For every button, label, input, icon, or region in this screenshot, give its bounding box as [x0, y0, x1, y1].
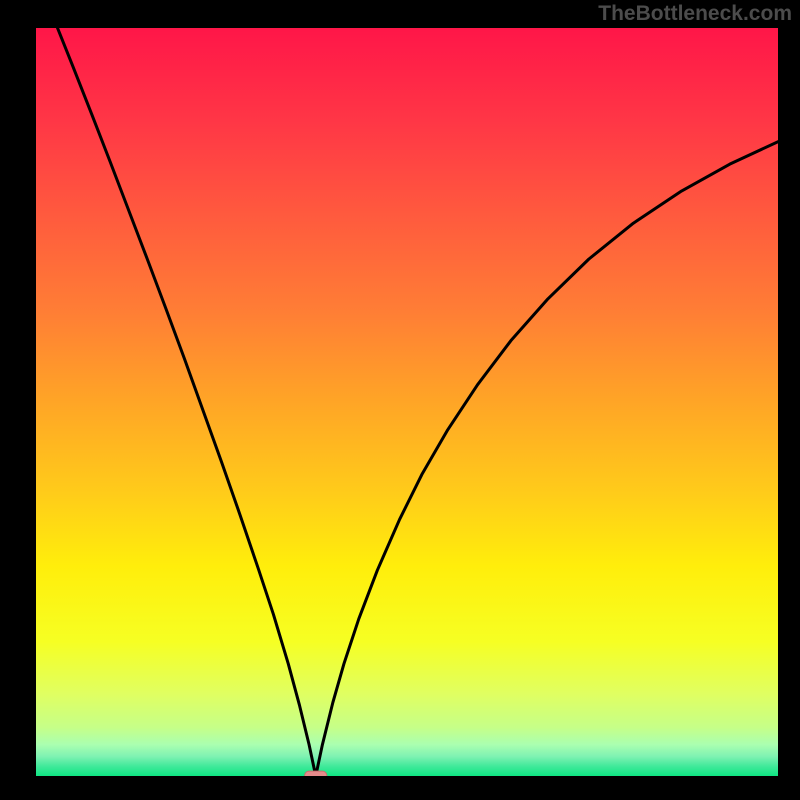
watermark-text: TheBottleneck.com [598, 2, 792, 26]
plot-area [36, 28, 778, 776]
plot-background [36, 28, 778, 776]
minimum-marker [305, 771, 327, 776]
chart-frame: TheBottleneck.com [0, 0, 800, 800]
bottleneck-plot-svg [36, 28, 778, 776]
